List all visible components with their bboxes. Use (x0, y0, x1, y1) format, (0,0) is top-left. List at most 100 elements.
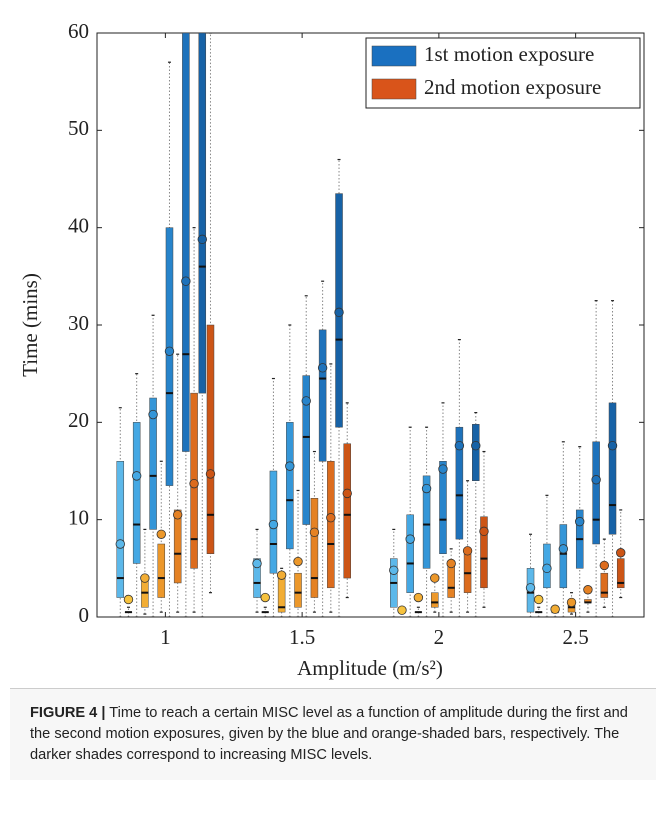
box (447, 563, 455, 598)
box (616, 558, 625, 589)
mean-marker (616, 548, 626, 558)
axes: 0 10 20 30 40 50 60 1 1.5 2 2.5 1st motion exposure… (68, 19, 644, 649)
mean-marker (309, 527, 320, 538)
mean-marker (189, 478, 199, 489)
mean-marker (131, 471, 142, 481)
chart: 0 10 20 30 40 50 60 1 1.5 2 2.5 1st motion exposure… (18, 19, 645, 680)
mean-marker (421, 483, 432, 494)
mean-marker (115, 539, 125, 549)
mean-marker (317, 363, 328, 373)
mean-marker (140, 573, 150, 583)
box (422, 475, 431, 569)
mean-marker (389, 565, 399, 575)
box (149, 397, 157, 530)
caption: FIGURE 4 | Time to reach a certain MISC … (10, 688, 656, 780)
mean-marker (413, 592, 424, 603)
box (406, 514, 414, 593)
box (431, 592, 439, 608)
y-tick-label: 40 (68, 213, 89, 237)
mean-marker (342, 488, 352, 499)
mean-marker (591, 475, 601, 485)
box (310, 498, 319, 598)
x-tick-label: 2.5 (563, 625, 589, 649)
box (343, 443, 351, 579)
mean-marker (462, 546, 473, 556)
box (173, 509, 182, 584)
box (206, 324, 215, 554)
box (253, 558, 261, 598)
y-tick-label: 30 (68, 311, 89, 335)
mean-marker (123, 594, 134, 605)
mean-marker (301, 396, 311, 406)
x-axis-label: Amplitude (m/s²) (297, 656, 443, 680)
mean-marker (534, 594, 544, 605)
mean-marker (471, 440, 481, 451)
mean-marker (405, 534, 415, 544)
mean-marker (197, 234, 207, 245)
legend-label: 1st motion exposure (424, 42, 594, 66)
mean-marker (550, 604, 560, 614)
mean-marker (446, 558, 456, 569)
mean-marker (164, 346, 175, 356)
mean-marker (334, 307, 344, 318)
legend: 1st motion exposure 2nd motion exposure (365, 37, 641, 109)
box (286, 422, 294, 550)
mean-marker (205, 469, 216, 479)
box (157, 543, 166, 598)
mean-marker (566, 597, 577, 608)
box (198, 33, 207, 394)
mean-marker (575, 516, 585, 527)
y-tick-label: 0 (79, 603, 90, 627)
mean-marker (599, 560, 610, 571)
mean-marker (285, 461, 295, 471)
y-axis-label: Time (mins) (18, 273, 42, 377)
mean-marker (148, 409, 158, 420)
box (608, 402, 617, 535)
box (455, 426, 464, 540)
caption-text: Time to reach a certain MISC level as a … (30, 705, 628, 763)
box (439, 461, 447, 554)
box (132, 422, 141, 564)
legend-swatch (371, 78, 417, 100)
y-tick-label: 20 (68, 408, 89, 432)
mean-marker (293, 556, 303, 567)
mean-marker (430, 573, 440, 583)
box (559, 524, 568, 589)
mean-marker (276, 570, 287, 580)
legend-label: 2nd motion exposure (424, 75, 601, 99)
x-tick-label: 2 (434, 625, 445, 649)
mean-marker (260, 592, 270, 603)
mean-marker (326, 513, 336, 523)
mean-marker (607, 440, 618, 451)
mean-marker (181, 276, 191, 286)
mean-marker (542, 563, 552, 574)
caption-label: FIGURE 4 | (30, 705, 106, 721)
box (472, 424, 480, 481)
box (327, 461, 335, 589)
mean-marker (583, 585, 593, 595)
legend-swatch (371, 45, 417, 67)
box (592, 441, 600, 545)
mean-marker (156, 529, 166, 539)
x-tick-label: 1.5 (289, 625, 315, 649)
mean-marker (438, 464, 448, 474)
y-tick-label: 60 (68, 19, 89, 43)
y-tick-label: 50 (68, 116, 89, 140)
box (302, 375, 310, 525)
mean-marker (558, 544, 569, 554)
box (182, 33, 190, 452)
y-tick-label: 10 (68, 505, 89, 529)
mean-marker (268, 519, 279, 530)
mean-marker (252, 558, 262, 569)
mean-marker (397, 605, 407, 615)
box (294, 572, 302, 608)
box (318, 329, 327, 462)
mean-marker (525, 583, 536, 593)
mean-marker (479, 526, 489, 537)
box (480, 516, 488, 589)
plot-area (115, 33, 626, 617)
mean-marker (172, 510, 183, 520)
x-tick-label: 1 (160, 625, 171, 649)
mean-marker (454, 440, 465, 451)
